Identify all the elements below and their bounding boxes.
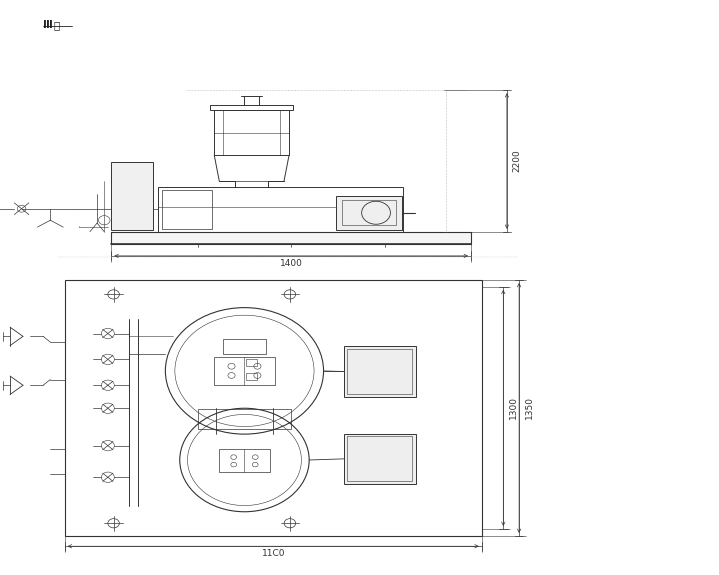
Text: 11C0: 11C0 bbox=[262, 549, 285, 558]
Bar bbox=[344, 434, 416, 484]
Bar bbox=[342, 200, 396, 225]
Bar bbox=[111, 232, 471, 244]
Bar bbox=[214, 356, 275, 385]
Bar bbox=[246, 359, 257, 366]
Bar bbox=[344, 346, 416, 397]
Bar bbox=[214, 110, 289, 155]
Text: 型: 型 bbox=[54, 20, 60, 30]
Bar bbox=[111, 162, 153, 230]
Text: 1350: 1350 bbox=[525, 397, 533, 420]
Text: 1300: 1300 bbox=[509, 397, 518, 420]
Text: 1400: 1400 bbox=[280, 259, 303, 268]
Text: Ⅲ: Ⅲ bbox=[43, 20, 53, 30]
Bar bbox=[246, 373, 257, 380]
Bar bbox=[347, 349, 412, 394]
Text: 2200: 2200 bbox=[513, 150, 521, 172]
Bar bbox=[219, 448, 270, 471]
Bar bbox=[65, 280, 482, 536]
Bar bbox=[162, 190, 212, 229]
Bar bbox=[210, 105, 293, 110]
Bar bbox=[223, 339, 266, 354]
Bar bbox=[336, 196, 402, 230]
Bar bbox=[158, 187, 403, 232]
Bar bbox=[347, 436, 412, 481]
Bar bbox=[198, 409, 291, 429]
